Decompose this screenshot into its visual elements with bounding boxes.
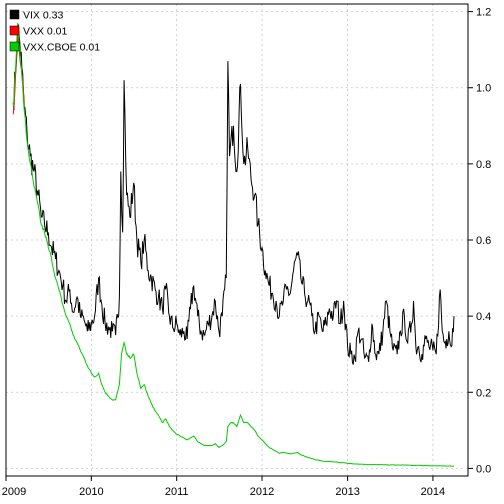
y-tick-label-0: 0.0 <box>476 463 491 475</box>
legend-label-vxx-cboe: VXX.CBOE 0.01 <box>23 42 100 54</box>
y-tick-label-5: 1.0 <box>476 83 491 95</box>
series-line-vxx-cboe <box>12 22 455 467</box>
y-tick-label-6: 1.2 <box>476 7 491 19</box>
legend-swatch-vxx <box>9 25 20 36</box>
x-axis: 2009 2010 2011 2012 2013 2014 <box>2 476 445 498</box>
legend-swatch-vxx-cboe <box>9 41 20 52</box>
x-tick-label-1: 2010 <box>79 486 103 498</box>
x-tick-label-2: 2011 <box>165 486 189 498</box>
y-tick-label-4: 0.8 <box>476 159 491 171</box>
y-tick-label-1: 0.2 <box>476 387 491 399</box>
legend: VIX 0.33 VXX 0.01 VXX.CBOE 0.01 <box>9 9 100 54</box>
x-tick-label-4: 2013 <box>335 486 359 498</box>
legend-label-vxx: VXX 0.01 <box>23 26 68 38</box>
series-line-vix <box>12 24 455 365</box>
x-tick-label-0: 2009 <box>2 486 26 498</box>
x-tick-label-3: 2012 <box>250 486 274 498</box>
legend-label-vix: VIX 0.33 <box>23 10 63 22</box>
y-tick-label-3: 0.6 <box>476 235 491 247</box>
y-axis: 0.0 0.2 0.4 0.6 0.8 1.0 1.2 <box>468 7 491 475</box>
legend-swatch-vix <box>9 9 20 20</box>
y-tick-label-2: 0.4 <box>476 311 491 323</box>
x-tick-label-5: 2014 <box>421 486 445 498</box>
